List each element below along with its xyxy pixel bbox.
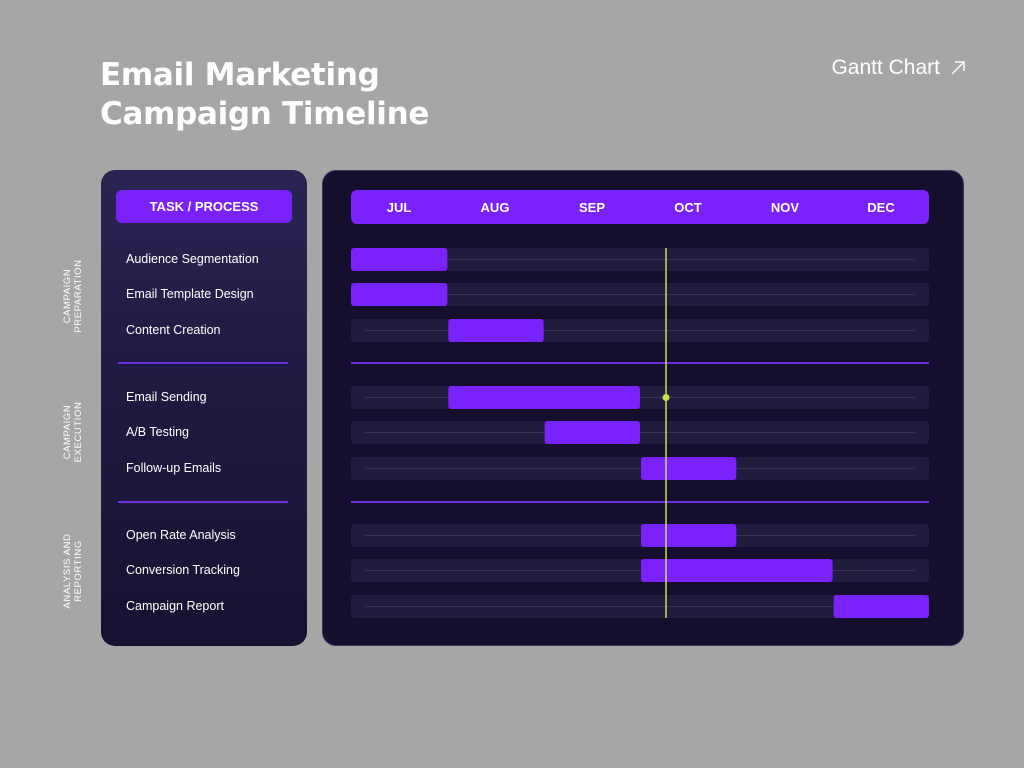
month-label-jul: JUL <box>386 199 412 215</box>
month-label-dec: DEC <box>867 199 895 215</box>
task-label-ab-testing: A/B Testing <box>126 425 190 439</box>
section-divider <box>118 501 288 503</box>
bar-open-rate-analysis <box>640 524 737 547</box>
title-line-1: Email Marketing <box>100 57 380 93</box>
group-label-line-1: CAMPAIGN <box>62 404 73 460</box>
bar-a-b-testing <box>544 421 640 444</box>
month-header: JUL AUG SEP OCT NOV DEC <box>351 190 929 224</box>
bar-content-creation <box>448 319 544 342</box>
group-label-line-2: EXECUTION <box>73 401 84 463</box>
bar-follow-up-emails <box>640 457 737 480</box>
gantt-chart-link-label: Gantt Chart <box>831 56 940 79</box>
page-title: Email Marketing Campaign Timeline <box>100 56 429 134</box>
title-line-2: Campaign Timeline <box>100 96 430 132</box>
task-label-follow-up-emails: Follow-up Emails <box>126 461 222 475</box>
gantt-chart <box>351 248 929 618</box>
bar-conversion-tracking <box>640 559 833 582</box>
today-marker-dot <box>662 394 670 401</box>
month-label-aug: AUG <box>480 199 510 215</box>
task-label-content-creation: Content Creation <box>126 323 221 337</box>
gantt-chart-link[interactable]: Gantt Chart <box>831 56 966 80</box>
task-label-campaign-report: Campaign Report <box>126 599 224 613</box>
bar-audience-segmentation <box>351 248 448 271</box>
task-label-conversion-tracking: Conversion Tracking <box>126 563 240 577</box>
group-label-line-2: PREPARATION <box>73 259 84 333</box>
task-label-email-sending: Email Sending <box>126 390 207 404</box>
task-label-email-template-design: Email Template Design <box>126 287 254 301</box>
bar-email-sending <box>448 386 640 409</box>
month-label-nov: NOV <box>770 199 800 215</box>
task-label-open-rate-analysis: Open Rate Analysis <box>126 528 236 542</box>
arrow-up-right-icon <box>951 61 965 75</box>
task-process-header: TASK / PROCESS <box>116 190 292 223</box>
month-label-sep: SEP <box>578 199 605 215</box>
group-label-campaign-preparation: CAMPAIGN PREPARATION <box>62 259 84 332</box>
group-label-campaign-execution: CAMPAIGN EXECUTION <box>62 402 84 463</box>
bar-email-template-design <box>351 283 448 306</box>
task-list-panel: TASK / PROCESS Audience Segmentation Ema… <box>101 170 307 646</box>
task-label-audience-segmentation: Audience Segmentation <box>126 252 259 266</box>
group-label-line-2: REPORTING <box>73 540 84 602</box>
group-label-line-1: CAMPAIGN <box>62 268 73 324</box>
group-label-analysis-and-reporting: ANALYSIS AND REPORTING <box>62 533 84 608</box>
timeline-panel: JUL AUG SEP OCT NOV DEC <box>322 170 964 646</box>
section-divider <box>118 362 288 364</box>
bar-campaign-report <box>833 595 929 618</box>
group-label-line-1: ANALYSIS AND <box>62 533 73 609</box>
month-label-oct: OCT <box>674 199 702 215</box>
